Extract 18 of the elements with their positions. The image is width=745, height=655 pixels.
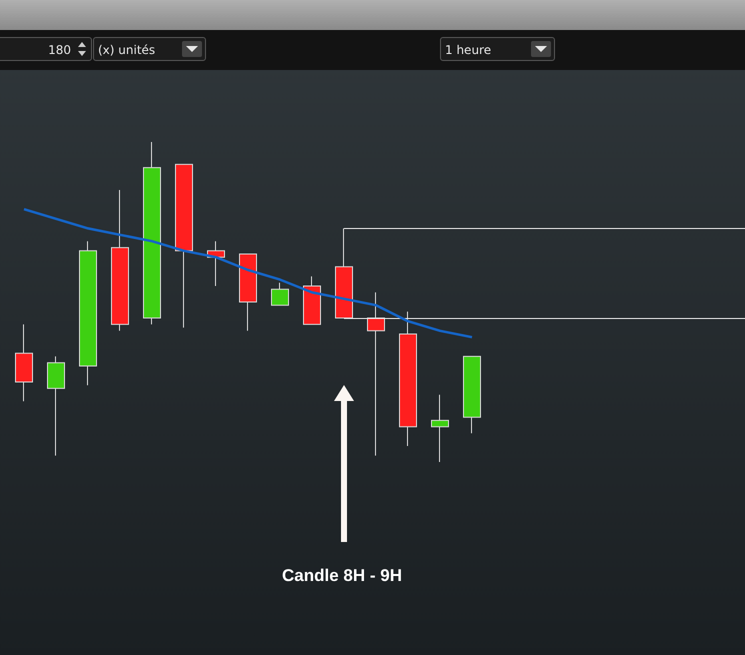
candlestick (335, 228, 353, 318)
candlestick (15, 324, 33, 402)
number-field: 180 (0, 37, 92, 61)
candlestick (79, 240, 97, 386)
candlestick (175, 164, 193, 328)
candlestick (239, 254, 257, 332)
units-dropdown: (x) unités (93, 37, 206, 61)
candlestick (431, 394, 449, 462)
candlestick (463, 356, 481, 434)
candlestick (271, 282, 289, 306)
candlestick (303, 276, 321, 325)
text: Candle 8H - 9H (281, 566, 403, 586)
period-dropdown: 1 heure (440, 37, 555, 61)
candlestick (47, 356, 65, 456)
candlestick (367, 292, 385, 456)
candlestick (399, 311, 417, 446)
candlestick (111, 190, 129, 332)
candlestick (143, 142, 161, 325)
